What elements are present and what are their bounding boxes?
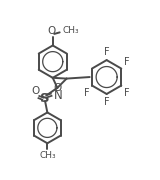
Text: F: F — [124, 57, 129, 67]
Text: F: F — [104, 47, 109, 57]
Text: N: N — [54, 89, 63, 102]
Text: O: O — [47, 26, 55, 36]
Text: F: F — [124, 88, 129, 98]
Text: O: O — [32, 86, 40, 96]
Text: F: F — [84, 88, 90, 98]
Text: S: S — [40, 92, 50, 105]
Text: CH₃: CH₃ — [39, 151, 56, 160]
Text: CH₃: CH₃ — [63, 26, 79, 35]
Text: F: F — [104, 97, 109, 107]
Text: O: O — [53, 83, 62, 93]
